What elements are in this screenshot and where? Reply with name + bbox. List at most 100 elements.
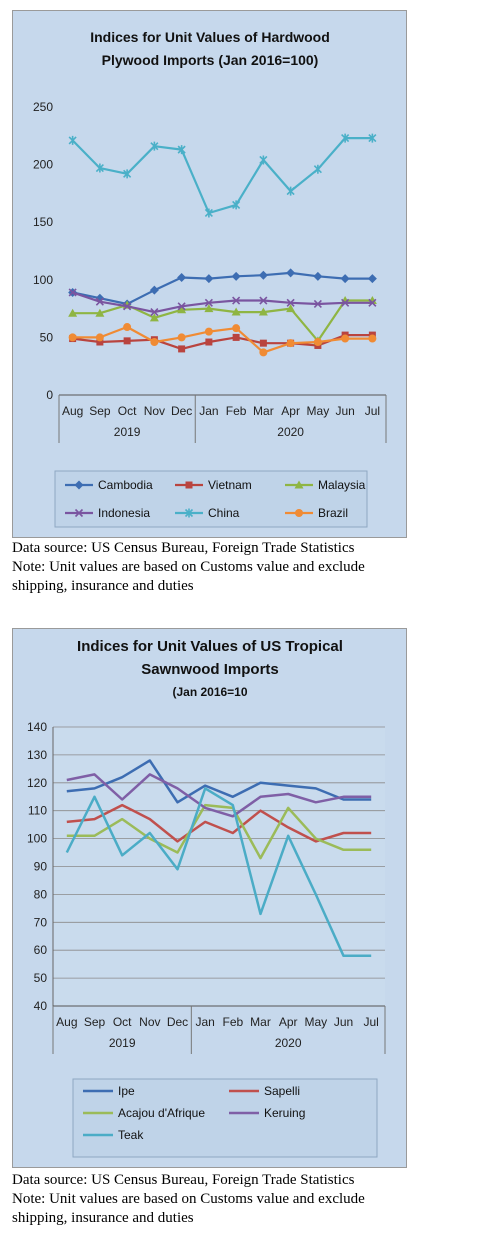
data-point-vietnam: [96, 338, 104, 346]
x-tick-label: Apr: [279, 1015, 298, 1029]
data-point-vietnam: [259, 339, 267, 347]
data-point-cambodia: [258, 270, 268, 280]
data-point-cambodia: [149, 285, 159, 295]
x-tick-label: Oct: [113, 1015, 132, 1029]
series-line-acajou-d-afrique: [66, 803, 372, 860]
chart-title-line-1: Indices for Unit Values of Hardwood: [90, 29, 330, 45]
data-point-cambodia: [231, 271, 241, 281]
x-tick-label: Oct: [118, 404, 137, 418]
y-tick-label: 120: [27, 776, 47, 790]
series-line-malaysia: [72, 299, 373, 342]
legend-label-keruing: Keruing: [264, 1106, 305, 1120]
series-line-china: [71, 136, 373, 215]
sawnwood-chart-panel: Indices for Unit Values of US Tropical S…: [12, 628, 407, 1168]
data-point-indonesia: [259, 296, 268, 305]
data-point-brazil: [150, 338, 159, 347]
data-point-china: [313, 164, 322, 174]
data-point-brazil: [204, 327, 213, 336]
series-line-keruing: [66, 773, 372, 818]
source-note-1: Data source: US Census Bureau, Foreign T…: [12, 539, 492, 596]
sawnwood-chart: Indices for Unit Values of US Tropical S…: [27, 638, 386, 1158]
note-text: Note: Unit values are based on Customs v…: [12, 1191, 365, 1207]
data-point-china: [95, 163, 104, 173]
legend-label-ipe: Ipe: [118, 1084, 135, 1098]
y-tick-label: 150: [33, 215, 53, 229]
legend-label-brazil: Brazil: [318, 506, 348, 520]
data-point-indonesia: [95, 297, 104, 306]
data-point-indonesia: [232, 296, 241, 305]
data-point-china: [68, 135, 77, 145]
data-point-malaysia: [149, 313, 159, 322]
data-point-cambodia: [286, 268, 296, 278]
data-point-cambodia: [204, 274, 214, 284]
chart-subtitle: (Jan 2016=10: [172, 685, 247, 699]
x-group-label: 2019: [114, 425, 141, 439]
y-tick-label: 130: [27, 748, 47, 762]
data-point-china: [123, 169, 132, 179]
x-tick-label: Mar: [250, 1015, 271, 1029]
data-point-china: [259, 155, 268, 165]
data-point-malaysia: [286, 304, 296, 313]
x-group-label: 2020: [275, 1036, 302, 1050]
data-point-brazil: [313, 338, 322, 347]
data-point-indonesia: [123, 302, 132, 311]
data-point-indonesia: [204, 298, 213, 307]
plywood-chart-panel: Indices for Unit Values of Hardwood Plyw…: [12, 10, 407, 538]
x-group-label: 2020: [277, 425, 304, 439]
x-tick-label: Jan: [195, 1015, 214, 1029]
legend-marker-malaysia: [294, 480, 304, 489]
x-tick-label: Jan: [199, 404, 218, 418]
legend-label-indonesia: Indonesia: [98, 506, 150, 520]
legend-label-china: China: [208, 506, 240, 520]
y-tick-label: 50: [34, 971, 48, 985]
x-tick-label: Aug: [56, 1015, 77, 1029]
data-point-vietnam: [123, 337, 131, 345]
data-point-vietnam: [178, 345, 186, 353]
data-point-indonesia: [286, 298, 295, 307]
x-tick-label: Apr: [281, 404, 300, 418]
data-point-china: [150, 141, 159, 151]
data-point-china: [232, 200, 241, 210]
data-point-indonesia: [341, 298, 350, 307]
note-text-continued: shipping, insurance and duties: [12, 1210, 194, 1226]
data-point-brazil: [95, 333, 104, 342]
data-source-text: Data source: US Census Bureau, Foreign T…: [12, 540, 355, 556]
x-tick-label: Jul: [363, 1015, 378, 1029]
data-point-china: [368, 133, 377, 143]
y-tick-label: 0: [46, 388, 53, 402]
data-point-china: [204, 208, 213, 218]
data-point-indonesia: [68, 288, 77, 297]
data-point-malaysia: [95, 308, 105, 317]
chart-title-line-2: Sawnwood Imports: [141, 661, 279, 678]
series-line-indonesia: [72, 291, 373, 314]
y-tick-label: 100: [33, 273, 53, 287]
legend-label-sapelli: Sapelli: [264, 1084, 300, 1098]
x-tick-label: Feb: [226, 404, 247, 418]
x-tick-label: Feb: [222, 1015, 243, 1029]
series-line-cambodia: [72, 271, 373, 306]
data-point-brazil: [259, 348, 268, 357]
x-tick-label: Mar: [253, 404, 274, 418]
legend-label-malaysia: Malaysia: [318, 478, 366, 492]
data-point-cambodia: [177, 272, 187, 282]
y-tick-label: 40: [34, 999, 48, 1013]
y-tick-label: 70: [34, 915, 48, 929]
source-note-2: Data source: US Census Bureau, Foreign T…: [12, 1171, 492, 1228]
x-tick-label: Nov: [144, 404, 165, 418]
data-point-china: [341, 133, 350, 143]
legend-label-teak: Teak: [118, 1128, 144, 1142]
data-point-brazil: [123, 323, 132, 332]
y-tick-label: 80: [34, 887, 48, 901]
data-point-brazil: [368, 334, 377, 343]
y-tick-label: 60: [34, 943, 48, 957]
plywood-chart: Indices for Unit Values of Hardwood Plyw…: [33, 29, 387, 528]
data-point-indonesia: [313, 299, 322, 309]
legend-marker-vietnam: [185, 481, 193, 489]
series-line-ipe: [66, 759, 372, 804]
series-line-teak: [65, 787, 372, 958]
chart-title-line-2: Plywood Imports (Jan 2016=100): [102, 52, 319, 68]
data-point-brazil: [341, 334, 350, 343]
data-point-malaysia: [204, 304, 214, 313]
y-tick-label: 200: [33, 158, 53, 172]
x-tick-label: Sep: [84, 1015, 106, 1029]
